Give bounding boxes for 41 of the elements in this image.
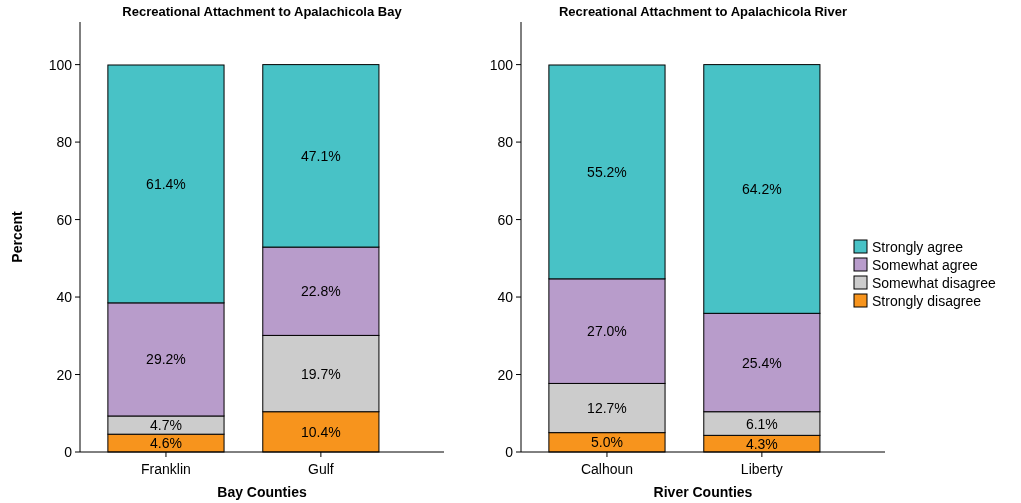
x-axis-title: Bay Counties <box>217 484 307 500</box>
legend-label: Strongly agree <box>872 239 964 255</box>
data-label: 64.2% <box>742 180 782 197</box>
chart-title: Recreational Attachment to Apalachicola River <box>558 4 848 19</box>
y-tick-label: 20 <box>497 366 514 383</box>
data-label: 4.3% <box>745 435 778 452</box>
data-label: 25.4% <box>742 354 782 371</box>
data-label: 22.8% <box>301 283 341 300</box>
data-label: 4.6% <box>150 435 182 452</box>
data-label: 6.1% <box>745 415 778 432</box>
y-tick-label: 40 <box>497 289 514 306</box>
data-label: 47.1% <box>301 147 341 164</box>
y-tick-label: 0 <box>505 444 514 460</box>
y-tick-label: 80 <box>497 134 514 151</box>
data-label: 5.0% <box>591 434 623 451</box>
y-tick-label: 60 <box>56 211 73 228</box>
y-tick-label: 80 <box>56 134 73 151</box>
legend-label: Strongly disagree <box>872 293 982 309</box>
data-label: 10.4% <box>301 423 341 440</box>
data-label: 4.7% <box>150 417 182 434</box>
x-tick-label: Gulf <box>308 461 334 477</box>
data-label: 12.7% <box>587 400 627 417</box>
y-tick-label: 60 <box>497 211 514 228</box>
x-tick-label: Franklin <box>141 461 191 477</box>
data-label: 19.7% <box>301 365 341 382</box>
y-tick-label: 20 <box>56 366 73 383</box>
y-tick-label: 100 <box>489 56 514 73</box>
y-tick-label: 0 <box>64 444 73 460</box>
data-label: 55.2% <box>587 163 627 180</box>
y-tick-label: 100 <box>48 56 73 73</box>
data-label: 29.2% <box>146 351 186 368</box>
legend-label: Somewhat agree <box>872 257 979 273</box>
data-label: 27.0% <box>587 323 627 340</box>
x-tick-label: Calhoun <box>580 461 634 477</box>
legend-label: Somewhat disagree <box>872 275 996 291</box>
x-axis-title: River Counties <box>653 484 753 500</box>
data-label: 61.4% <box>146 175 186 192</box>
y-tick-label: 40 <box>56 289 73 306</box>
x-tick-label: Liberty <box>740 461 783 477</box>
chart-title: Recreational Attachment to Apalachicola Bay <box>122 4 403 19</box>
y-axis-title: Percent <box>9 210 25 263</box>
